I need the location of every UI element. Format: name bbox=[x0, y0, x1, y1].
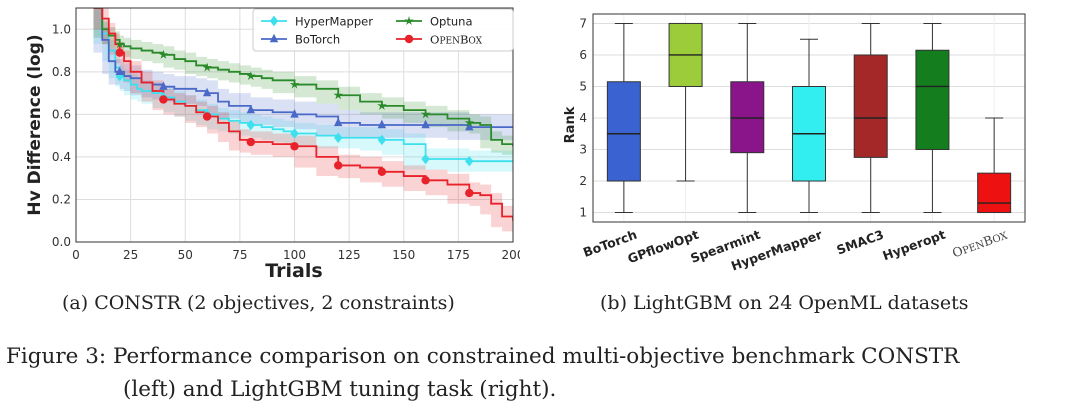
x-tick-label: 75 bbox=[232, 248, 247, 262]
marker-openbox bbox=[159, 95, 168, 104]
legend-marker-optuna bbox=[404, 16, 414, 25]
y-tick-label: 1 bbox=[579, 206, 587, 220]
marker-hypermapper bbox=[290, 128, 299, 139]
constr-line-chart: 0 25 50 75 100 125 150 175 200 0.0 0.2 0.4 0.6 0.8 1.0… bbox=[25, 7, 520, 282]
marker-optuna bbox=[289, 79, 300, 89]
y-tick-label: 0.0 bbox=[52, 235, 71, 249]
marker-hypermapper bbox=[334, 132, 343, 143]
x-tick-label-smac3: SMAC3 bbox=[835, 227, 886, 258]
y-axis-label: Rank bbox=[563, 106, 578, 143]
marker-botorch bbox=[377, 119, 387, 129]
y-tick-label: 2 bbox=[579, 174, 587, 188]
legend-marker-openbox bbox=[404, 34, 414, 44]
x-tick-label: 0 bbox=[72, 248, 80, 262]
marker-openbox bbox=[202, 112, 212, 121]
box-gpflowopt bbox=[668, 22, 703, 182]
marker-botorch bbox=[334, 117, 343, 127]
x-tick-label: 150 bbox=[392, 248, 415, 262]
box-botorch bbox=[606, 22, 641, 214]
marker-hypermapper bbox=[421, 153, 430, 165]
series-line-openbox bbox=[93, 8, 513, 221]
marker-openbox bbox=[421, 176, 430, 185]
legend-frame bbox=[252, 8, 514, 52]
marker-botorch bbox=[202, 87, 212, 97]
x-tick-label: 175 bbox=[447, 248, 470, 262]
legend-label-openbox: OPENBOX bbox=[430, 33, 483, 47]
marker-optuna bbox=[464, 117, 475, 127]
subcaption-b: (b) LightGBM on 24 OpenML datasets bbox=[600, 292, 969, 314]
band-hypermapper bbox=[93, 8, 513, 172]
subcaption-a: (a) CONSTR (2 objectives, 2 constraints) bbox=[62, 292, 455, 314]
y-tick-label: 6 bbox=[579, 48, 587, 62]
marker-openbox bbox=[465, 188, 474, 198]
box-smac3 bbox=[853, 22, 888, 214]
marker-optuna bbox=[114, 39, 125, 49]
legend-label-hypermapper: HyperMapper bbox=[295, 15, 373, 29]
y-tick-label: 7 bbox=[579, 16, 587, 30]
y-tick-label: 1.0 bbox=[52, 22, 71, 36]
x-tick-label: 125 bbox=[338, 248, 361, 262]
legend-marker-hypermapper bbox=[269, 15, 279, 27]
box-body bbox=[730, 81, 765, 154]
legend-label-optuna: Optuna bbox=[430, 15, 473, 29]
marker-openbox bbox=[246, 137, 255, 147]
legend-label-botorch: BoTorch bbox=[295, 33, 340, 47]
marker-botorch bbox=[159, 81, 168, 90]
series-line-optuna bbox=[93, 8, 513, 147]
box-spearmint bbox=[730, 22, 765, 214]
plot-frame bbox=[75, 7, 514, 243]
marker-optuna bbox=[246, 71, 256, 81]
box-body bbox=[915, 49, 950, 151]
x-tick-label: 200 bbox=[502, 248, 520, 262]
marker-optuna bbox=[420, 109, 431, 119]
marker-openbox bbox=[334, 161, 343, 170]
marker-botorch bbox=[246, 104, 255, 114]
x-tick-label-hyperopt: Hyperopt bbox=[881, 227, 948, 264]
box-openbox bbox=[977, 117, 1012, 214]
marker-hypermapper bbox=[377, 134, 387, 146]
marker-optuna bbox=[377, 100, 387, 110]
legend-marker-botorch bbox=[269, 33, 279, 43]
marker-openbox bbox=[290, 142, 299, 151]
marker-optuna bbox=[158, 49, 169, 59]
y-tick-label: 3 bbox=[579, 143, 587, 157]
box-hyperopt bbox=[915, 22, 950, 214]
figure-caption-line-1: Figure 3: Performance comparison on cons… bbox=[6, 344, 960, 369]
y-axis-label: Hv Difference (log) bbox=[25, 34, 45, 215]
x-tick-label: 100 bbox=[283, 248, 306, 262]
box-body bbox=[606, 81, 641, 182]
y-tick-label: 0.4 bbox=[52, 150, 71, 164]
y-tick-label: 4 bbox=[579, 111, 587, 125]
x-axis-label: Trials bbox=[265, 260, 322, 282]
box-body bbox=[853, 54, 888, 158]
x-tick-label-openbox: OPENBOX bbox=[950, 226, 1010, 260]
plot-frame bbox=[592, 13, 1026, 223]
marker-optuna bbox=[333, 90, 343, 100]
x-tick-label: 50 bbox=[178, 248, 193, 262]
box-hypermapper bbox=[792, 38, 826, 214]
marker-openbox bbox=[115, 48, 124, 57]
y-tick-label: 0.6 bbox=[52, 107, 71, 121]
marker-hypermapper bbox=[465, 155, 474, 167]
series-line-botorch bbox=[93, 8, 513, 129]
x-tick-label-gpflowopt: GPflowOpt bbox=[626, 227, 701, 267]
marker-botorch bbox=[290, 109, 299, 118]
marker-botorch bbox=[421, 119, 430, 129]
x-tick-label: 25 bbox=[123, 248, 138, 262]
y-tick-label: 0.2 bbox=[52, 192, 71, 206]
marker-hypermapper bbox=[115, 70, 124, 82]
marker-botorch bbox=[465, 121, 474, 131]
band-optuna bbox=[93, 8, 513, 155]
y-tick-label: 0.8 bbox=[52, 65, 71, 79]
marker-optuna bbox=[202, 62, 212, 72]
legend: HyperMapper BoTorch Optuna OPENBOX bbox=[252, 8, 514, 52]
figure-caption-line-2: (left) and LightGBM tuning task (right). bbox=[123, 377, 557, 402]
y-tick-label: 5 bbox=[579, 79, 587, 93]
marker-botorch bbox=[115, 66, 124, 76]
marker-openbox bbox=[377, 167, 387, 176]
box-body bbox=[977, 172, 1012, 214]
marker-hypermapper bbox=[246, 119, 255, 131]
